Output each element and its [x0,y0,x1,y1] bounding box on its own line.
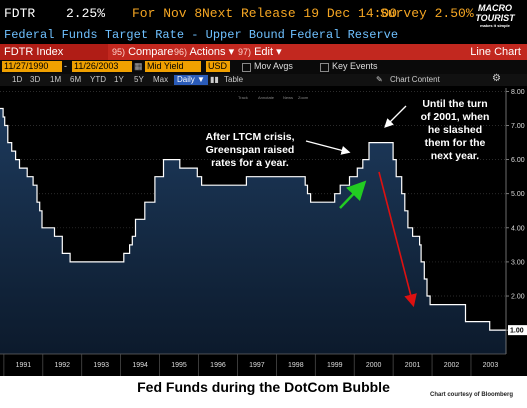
track-tool[interactable]: Track [238,95,248,100]
range-1d[interactable]: 1D [12,75,23,84]
table-view-button[interactable]: Table [224,75,244,84]
chart-tool-legend: Track Annotate News Zoom [238,95,309,100]
frequency-select[interactable]: Daily ▼ [174,75,208,85]
security-title: Federal Funds Target Rate - Upper Bound [4,28,285,42]
next-release: Next Release 19 Dec 14:00 [202,6,398,21]
series-area [0,108,506,354]
menu-bar: FDTR Index 95) Compare 96) Actions ▾ 97)… [0,44,527,60]
current-value: 2.25% [66,6,106,21]
gear-icon[interactable]: ⚙ [492,73,501,84]
currency-select[interactable]: USD [206,61,230,72]
range-6m[interactable]: 6M [70,75,82,84]
x-tick-label: 2000 [366,362,382,369]
x-tick-label: 1994 [132,362,148,369]
annotate-tool[interactable]: Annotate [258,95,275,100]
edit-button[interactable]: 97) Edit ▾ [238,46,282,58]
x-tick-label: 1991 [16,362,32,369]
security-description: Federal Funds Target Rate - Upper Bound … [0,27,527,43]
green-arrow [339,180,367,209]
chart-type-label: Line Chart [470,46,521,58]
x-tick-label: 1999 [327,362,343,369]
end-date-input[interactable]: 11/26/2003 [72,61,132,72]
bloomberg-terminal: FDTR 2.25% For Nov 8 Next Release 19 Dec… [0,0,527,376]
x-tick-label: 1998 [288,362,304,369]
range-toolbar: 1D 3D 1M 6M YTD 1Y 5Y Max Daily ▼ ▮▮ Tab… [0,74,527,86]
last-value-label: 1.00 [510,328,524,335]
calendar-icon[interactable]: ▦ [134,61,143,71]
range-1y[interactable]: 1Y [114,75,124,84]
x-tick-label: 2002 [444,362,460,369]
range-5y[interactable]: 5Y [134,75,144,84]
table-icon[interactable]: ▮▮ [210,75,219,84]
field-select[interactable]: Mid Yield [145,61,201,72]
chart-controls: 11/27/1990 - 11/26/2003 ▦ Mid Yield USD … [0,60,527,74]
y-tick-label: 7.00 [511,123,525,130]
actions-button[interactable]: 96) Actions ▾ [174,46,235,58]
svg-text:rates for a year.: rates for a year. [211,157,289,169]
last-value-marker [508,325,527,336]
figure-caption: Fed Funds during the DotCom Bubble [137,379,390,395]
svg-text:Until the turn: Until the turn [422,98,487,110]
x-tick-label: 2001 [405,362,421,369]
annotation-2001: Until the turn of 2001, when he slashed … [421,98,490,162]
zoom-tool[interactable]: Zoom [298,95,309,100]
macro-tourist-logo: MACRO TOURIST makes it simple [475,3,515,28]
chart-content-button[interactable]: Chart Content [390,75,440,84]
y-tick-label: 3.00 [511,259,525,266]
start-date-input[interactable]: 11/27/1990 [2,61,62,72]
y-tick-label: 8.00 [511,89,525,96]
y-tick-label: 2.00 [511,294,525,301]
ticker: FDTR [4,6,36,21]
svg-text:of 2001, when: of 2001, when [421,111,490,123]
line-chart: Track Annotate News Zoom 1.00 2.00 3.00 4.0… [0,88,527,376]
x-tick-label: 1995 [171,362,187,369]
svg-text:After LTCM crisis,: After LTCM crisis, [205,131,294,143]
annotation-arrow-right [384,105,407,128]
survey: Survey 2.50% [380,6,474,21]
news-tool[interactable]: News [283,95,293,100]
x-tick-label: 2003 [483,362,499,369]
key-events-checkbox[interactable] [320,63,329,72]
red-arrow [378,171,417,308]
y-tick-label: 6.00 [511,157,525,164]
svg-text:next year.: next year. [431,150,480,162]
x-tick-label: 1992 [54,362,70,369]
annotation-ltcm: After LTCM crisis, Greenspan raised rate… [205,131,294,169]
svg-text:Greenspan raised: Greenspan raised [206,144,295,156]
svg-text:them for the: them for the [425,137,486,149]
range-1m[interactable]: 1M [50,75,62,84]
y-tick-label: 4.00 [511,225,525,232]
x-tick-label: 1993 [93,362,109,369]
compare-button[interactable]: 95) Compare [112,46,174,58]
annotation-arrow-left [305,140,351,155]
security-source: Federal Reserve [290,28,399,42]
key-events-label: Key Events [332,61,378,71]
date-separator: - [64,61,67,71]
svg-text:he slashed: he slashed [428,124,482,136]
range-3d[interactable]: 3D [30,75,41,84]
quote-header: FDTR 2.25% For Nov 8 Next Release 19 Dec… [0,0,527,26]
range-ytd[interactable]: YTD [90,75,106,84]
series-line [0,107,506,331]
x-tick-label: 1996 [210,362,226,369]
mov-avgs-checkbox[interactable] [242,63,251,72]
x-tick-label: 1997 [249,362,265,369]
y-tick-label: 5.00 [511,191,525,198]
edit-pencil-icon[interactable]: ✎ [376,75,383,84]
for-date: For Nov 8 [132,6,203,21]
mov-avgs-label: Mov Avgs [254,61,293,71]
index-field[interactable]: FDTR Index [0,44,108,60]
range-max[interactable]: Max [153,75,169,84]
chart-credit: Chart courtesy of Bloomberg [429,392,513,398]
